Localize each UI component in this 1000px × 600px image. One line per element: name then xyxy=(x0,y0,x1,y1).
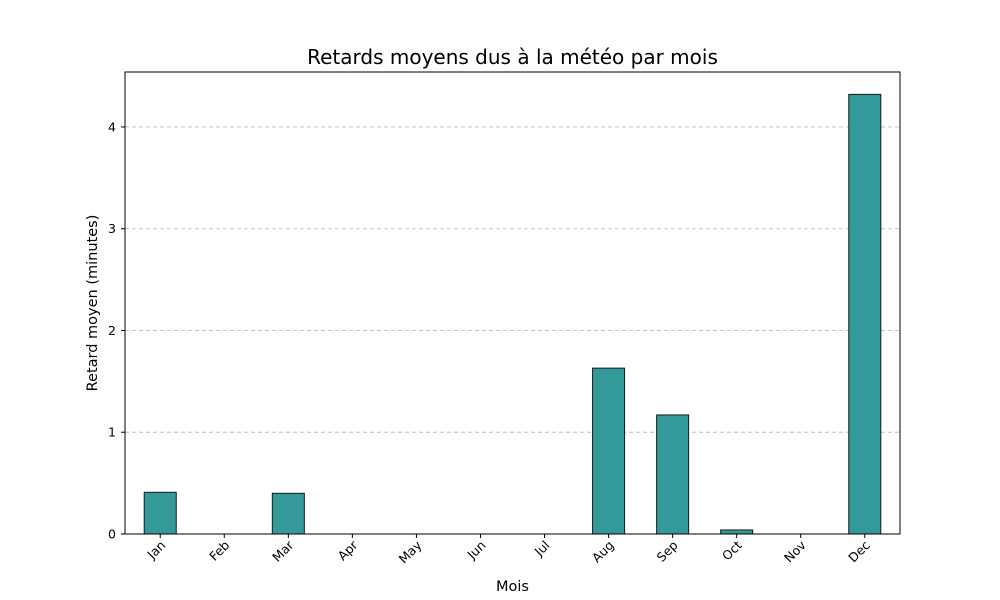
x-tick-label-aug: Aug xyxy=(589,538,617,566)
y-axis-label: Retard moyen (minutes) xyxy=(85,215,101,392)
x-axis-label: Mois xyxy=(496,579,529,595)
plot-frame xyxy=(124,71,901,535)
bar-oct xyxy=(720,529,754,535)
y-tick-label: 0 xyxy=(108,527,116,542)
chart-title: Retards moyens dus à la météo par mois xyxy=(307,45,718,69)
bar-mar xyxy=(271,492,305,535)
grid-lines xyxy=(125,126,900,433)
y-tick-label: 4 xyxy=(108,119,116,134)
bar-sep xyxy=(656,414,690,535)
y-axis-ticks: 0 1 2 3 4 xyxy=(108,119,125,542)
x-tick-label-jan: Jan xyxy=(143,538,168,563)
bars xyxy=(143,93,882,535)
y-tick-label: 2 xyxy=(108,323,116,338)
x-tick-label-may: May xyxy=(396,537,425,566)
x-tick-label-oct: Oct xyxy=(719,537,745,563)
x-tick-label-feb: Feb xyxy=(206,537,232,563)
x-tick-label-jul: Jul xyxy=(531,538,553,560)
y-tick-label: 3 xyxy=(108,221,116,236)
x-tick-label-jun: Jun xyxy=(463,538,488,563)
bar-aug xyxy=(592,367,626,535)
bar-dec xyxy=(848,93,882,535)
x-axis-ticks: Jan Feb Mar Apr May Jun Jul Aug Sep Oct Nov Dec xyxy=(143,534,873,566)
x-tick-label-sep: Sep xyxy=(653,537,680,564)
x-tick-label-dec: Dec xyxy=(845,537,873,565)
y-tick-label: 1 xyxy=(108,425,116,440)
bar-jan xyxy=(143,491,177,535)
x-tick-label-mar: Mar xyxy=(269,537,297,565)
x-tick-label-nov: Nov xyxy=(781,537,809,565)
x-tick-label-apr: Apr xyxy=(335,537,362,564)
